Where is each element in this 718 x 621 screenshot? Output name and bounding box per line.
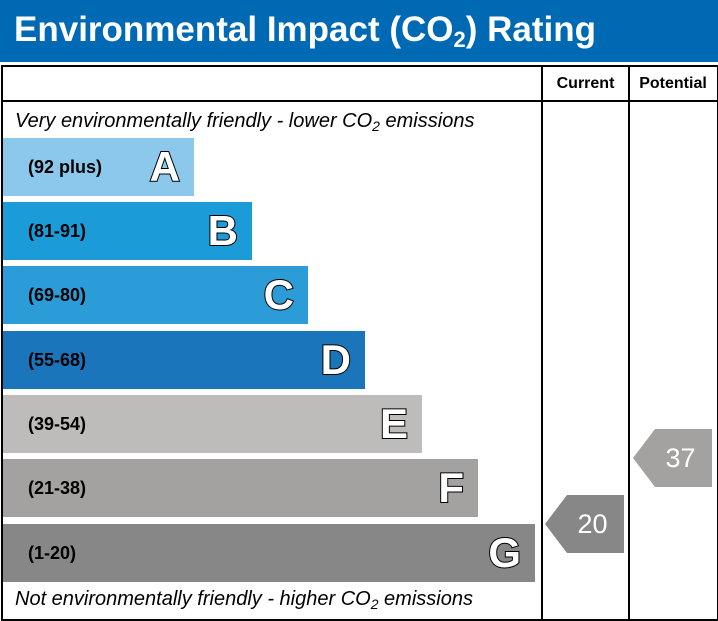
arrow-polygon	[633, 429, 712, 487]
column-header-potential: Potential	[639, 75, 707, 92]
rating-arrow-current: 20	[545, 495, 624, 553]
column-divider-potential	[628, 65, 630, 619]
caption-top: Very environmentally friendly - lower CO…	[15, 110, 475, 134]
band-e: (39-54) E	[3, 395, 422, 453]
band-b: (81-91) B	[3, 202, 252, 260]
header-row-divider	[1, 100, 717, 102]
band-a: (92 plus) A	[3, 138, 194, 196]
band-letter: D	[320, 335, 352, 384]
band-range-label: (55-68)	[28, 350, 87, 370]
column-header-current: Current	[556, 75, 615, 92]
page-title: Environmental Impact (CO2) Rating	[14, 10, 597, 52]
band-c: (69-80) C	[3, 266, 308, 324]
band-letter: E	[379, 399, 409, 448]
band-letter: C	[263, 270, 295, 319]
band-g: (1-20) G	[3, 524, 535, 582]
rating-arrow-potential: 37	[633, 429, 712, 487]
band-letter: F	[437, 463, 465, 512]
band-letter: G	[487, 528, 522, 577]
arrow-shape	[633, 429, 712, 487]
band-range-label: (69-80)	[28, 285, 87, 305]
band-d: (55-68) D	[3, 331, 365, 389]
arrow-polygon	[545, 495, 624, 553]
band-letter: B	[207, 206, 239, 255]
band-f: (21-38) F	[3, 459, 478, 517]
band-range-label: (39-54)	[28, 414, 87, 434]
band-range-label: (92 plus)	[28, 157, 103, 177]
column-divider-current	[541, 65, 543, 619]
band-range-label: (1-20)	[28, 543, 77, 563]
band-range-label: (21-38)	[28, 478, 87, 498]
caption-bottom: Not environmentally friendly - higher CO…	[15, 588, 473, 612]
band-letter: A	[149, 142, 181, 191]
rating-value-potential: 37	[665, 443, 696, 473]
arrow-shape	[545, 495, 624, 553]
rating-value-current: 20	[577, 509, 608, 539]
header-bar: Environmental Impact (CO2) Rating	[0, 0, 718, 62]
band-range-label: (81-91)	[28, 221, 87, 241]
